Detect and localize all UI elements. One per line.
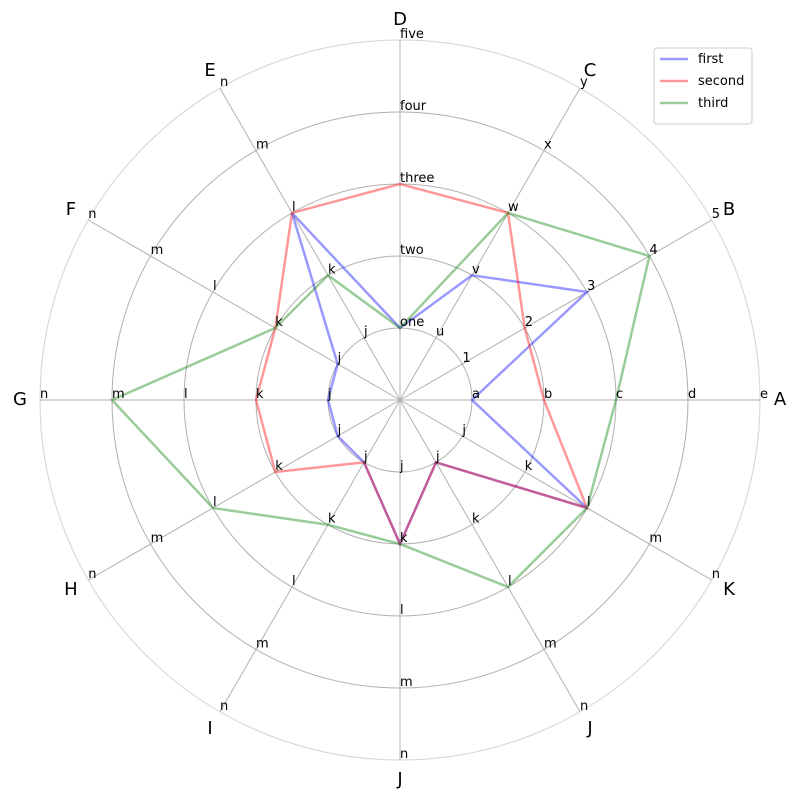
axis-spoke xyxy=(399,399,581,713)
tick-label: l xyxy=(213,279,217,294)
tick-label: five xyxy=(400,27,424,42)
tick-label: n xyxy=(580,699,588,714)
legend-box xyxy=(653,47,753,125)
series-line-third xyxy=(109,211,651,589)
axis-label: K xyxy=(723,579,736,600)
tick-label: k xyxy=(525,459,533,474)
axis-label: B xyxy=(723,199,735,220)
tick-label: m xyxy=(112,387,125,402)
tick-label: x xyxy=(544,138,552,153)
tick-label: w xyxy=(508,200,519,215)
tick-label: b xyxy=(544,387,552,402)
tick-label: k xyxy=(275,459,283,474)
tick-label: j xyxy=(399,459,404,474)
tick-label: l xyxy=(184,387,188,402)
tick-label: l xyxy=(508,574,512,589)
tick-label: k xyxy=(472,512,480,527)
tick-label: u xyxy=(436,325,444,340)
tick-label: k xyxy=(256,387,264,402)
tick-label: l xyxy=(587,495,591,510)
tick-label: three xyxy=(400,171,434,186)
axis-spoke xyxy=(399,399,713,581)
axis-label: H xyxy=(64,579,78,600)
legend-label: second xyxy=(698,74,744,89)
axis-label: F xyxy=(66,199,76,220)
tick-label: n xyxy=(88,567,96,582)
tick-label: one xyxy=(400,315,424,330)
tick-label: k xyxy=(400,531,408,546)
legend: first second third xyxy=(653,47,753,125)
series-line-second xyxy=(254,182,590,548)
tick-label: 2 xyxy=(525,315,533,330)
axis-label: G xyxy=(13,389,27,410)
tick-label: n xyxy=(88,207,96,222)
tick-label: k xyxy=(328,512,336,527)
axis-spoke xyxy=(219,87,401,401)
tick-label: 4 xyxy=(649,243,657,258)
axis-spoke xyxy=(87,219,401,401)
tick-label: e xyxy=(760,387,768,402)
axis-spokes xyxy=(40,40,760,760)
axis-label: E xyxy=(204,60,215,81)
tick-label: j xyxy=(363,325,368,340)
tick-label: j xyxy=(461,423,466,438)
tick-label: m xyxy=(256,636,269,651)
tick-label: v xyxy=(472,262,480,277)
tick-label: k xyxy=(328,262,336,277)
tick-label: j xyxy=(363,449,368,464)
series-layer xyxy=(109,182,651,589)
tick-label: l xyxy=(292,574,296,589)
tick-label: m xyxy=(151,531,164,546)
axis-label: A xyxy=(774,389,787,410)
series-line-first xyxy=(290,212,590,548)
tick-label: c xyxy=(616,387,623,402)
tick-label: j xyxy=(337,351,342,366)
axis-spoke xyxy=(87,399,401,581)
tick-label: two xyxy=(400,243,424,258)
tick-label: four xyxy=(400,99,427,114)
tick-label: j xyxy=(327,387,332,402)
axis-spoke xyxy=(399,87,581,401)
legend-label: first xyxy=(698,52,723,67)
tick-label: l xyxy=(213,495,217,510)
tick-label: m xyxy=(151,243,164,258)
axis-label: J xyxy=(586,718,592,739)
tick-label: 5 xyxy=(712,207,720,222)
tick-label: l xyxy=(400,603,404,618)
tick-label: j xyxy=(337,423,342,438)
tick-label: m xyxy=(649,531,662,546)
tick-label: n xyxy=(220,699,228,714)
tick-label: n xyxy=(400,747,408,762)
tick-label: n xyxy=(220,75,228,90)
tick-label: n xyxy=(40,387,48,402)
tick-label: 3 xyxy=(587,279,595,294)
axis-label: I xyxy=(207,718,212,739)
tick-label: m xyxy=(400,675,413,690)
axis-label: D xyxy=(393,9,407,30)
axis-label: J xyxy=(396,769,402,790)
tick-label: a xyxy=(472,387,480,402)
tick-label: 1 xyxy=(462,351,470,366)
tick-label: y xyxy=(580,75,588,90)
axis-label: C xyxy=(584,60,597,81)
axis-spoke xyxy=(399,219,713,401)
tick-label: m xyxy=(256,138,269,153)
legend-label: third xyxy=(698,96,728,111)
tick-label: m xyxy=(544,636,557,651)
tick-labels: a b c d e 1 2 3 4 5 u v w x y one two three four five j k l m n j… xyxy=(40,27,768,762)
tick-label: l xyxy=(292,200,296,215)
axis-spoke xyxy=(219,399,401,713)
tick-label: d xyxy=(688,387,696,402)
tick-label: n xyxy=(712,567,720,582)
tick-label: j xyxy=(435,449,440,464)
axis-labels: A B C D E F G H I J J K xyxy=(13,9,787,790)
tick-label: k xyxy=(275,315,283,330)
